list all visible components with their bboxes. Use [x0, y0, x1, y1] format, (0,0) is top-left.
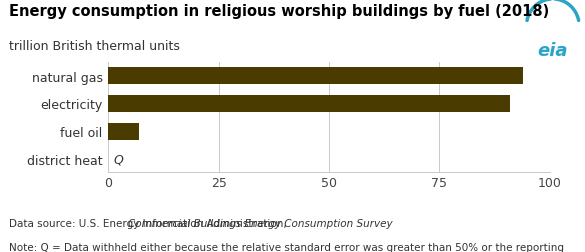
Text: trillion British thermal units: trillion British thermal units [9, 40, 180, 53]
Text: Energy consumption in religious worship buildings by fuel (2018): Energy consumption in religious worship … [9, 4, 549, 19]
Text: Q: Q [113, 153, 123, 166]
Bar [108, 123, 139, 140]
Text: Data source: U.S. Energy Information Administration,: Data source: U.S. Energy Information Adm… [9, 218, 290, 228]
Text: eia: eia [538, 42, 568, 60]
Text: Commercial Buildings Energy Consumption Survey: Commercial Buildings Energy Consumption … [128, 218, 393, 228]
Bar [108, 68, 524, 85]
Text: Note: Q = Data withheld either because the relative standard error was greater t: Note: Q = Data withheld either because t… [9, 242, 564, 252]
Bar [108, 96, 510, 112]
